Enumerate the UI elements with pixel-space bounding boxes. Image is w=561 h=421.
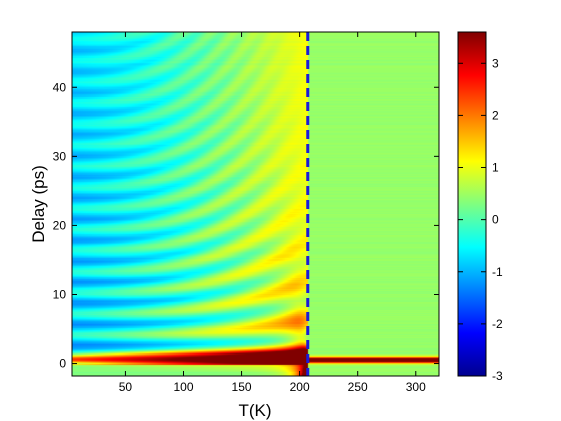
y-tick-label: 0 — [59, 357, 66, 371]
y-axis-label: Delay (ps) — [29, 165, 48, 242]
colorbar-tick-label: -1 — [492, 265, 503, 279]
colorbar-tick-label: 0 — [492, 213, 499, 227]
x-tick-label: 150 — [232, 380, 252, 394]
y-tick-label: 10 — [53, 287, 67, 301]
x-tick-label: 250 — [348, 380, 368, 394]
x-tick-label: 100 — [173, 380, 193, 394]
x-axis: 50 100 150 200 250 300 — [119, 32, 426, 394]
y-tick-label: 30 — [53, 149, 67, 163]
y-axis: 0 10 20 30 40 — [53, 80, 439, 371]
plot-frame — [71, 31, 440, 377]
colorbar-axis: -3 -2 -1 0 1 2 3 — [458, 56, 503, 383]
x-tick-label: 300 — [406, 380, 426, 394]
x-tick-label: 50 — [119, 380, 133, 394]
x-tick-label: 200 — [290, 380, 310, 394]
y-tick-label: 40 — [53, 80, 67, 94]
x-axis-label: T(K) — [238, 401, 271, 420]
colorbar-tick-label: 2 — [492, 108, 499, 122]
colorbar-tick-label: -2 — [492, 317, 503, 331]
y-tick-label: 20 — [53, 218, 67, 232]
colorbar — [457, 31, 487, 377]
heatmap-image — [72, 32, 439, 376]
colorbar-tick-label: 1 — [492, 161, 499, 175]
colorbar-tick-label: 3 — [492, 56, 499, 70]
colorbar-tick-label: -3 — [492, 369, 503, 383]
